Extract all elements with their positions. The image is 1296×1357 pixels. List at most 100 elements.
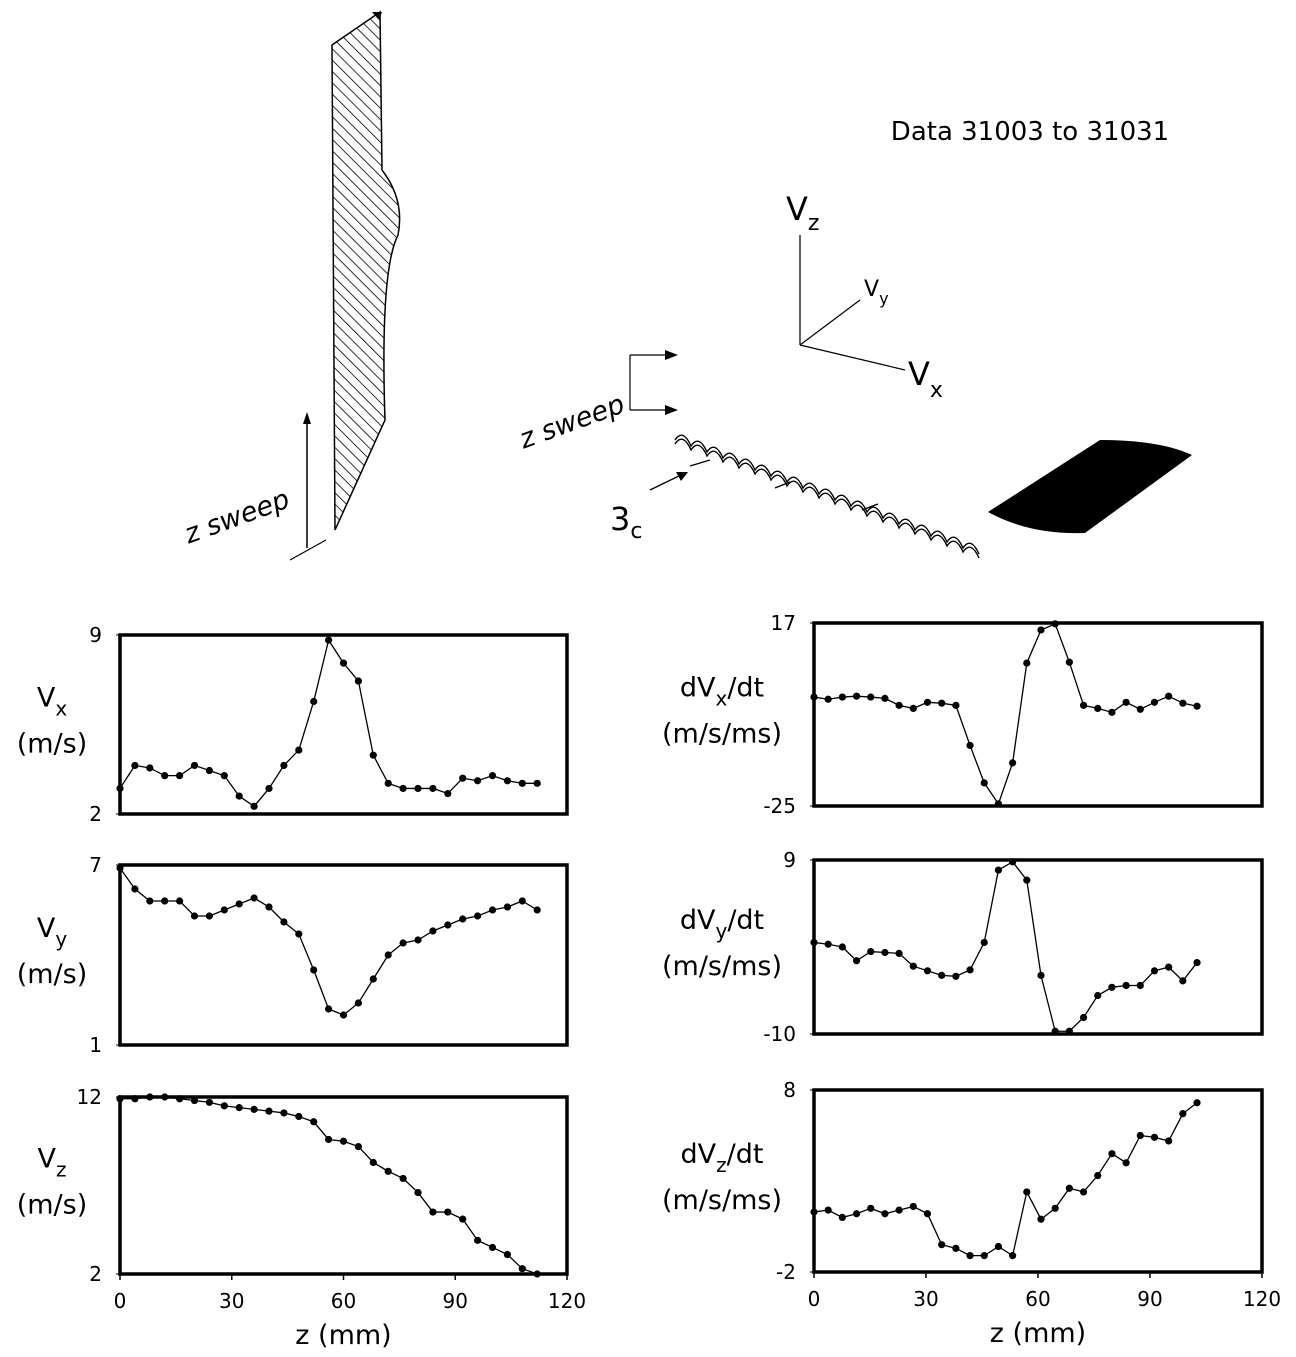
data-point	[938, 1241, 946, 1249]
data-point	[1009, 759, 1017, 767]
data-point	[1122, 698, 1130, 706]
data-point	[399, 784, 407, 793]
y-axis-label: Vz	[38, 1144, 67, 1182]
data-point	[235, 1104, 243, 1112]
data-point	[852, 957, 861, 965]
data-point	[190, 1096, 199, 1105]
data-point	[280, 1109, 288, 1117]
y-tick-label: 2	[89, 802, 102, 826]
y-tick-label: 9	[783, 848, 796, 872]
data-point	[1094, 704, 1102, 713]
data-point	[1037, 626, 1045, 634]
data-point	[1165, 692, 1173, 700]
data-point	[1009, 858, 1017, 866]
data-point	[384, 951, 392, 959]
data-point	[838, 693, 846, 701]
y-axis-label: Vx	[37, 683, 67, 721]
data-point	[1179, 1110, 1187, 1118]
sweep-tick	[289, 539, 327, 561]
data-point	[414, 936, 422, 944]
y-axis-label: dVz/dt	[681, 1139, 764, 1177]
wing	[988, 440, 1192, 534]
plot-frame	[118, 1095, 569, 1276]
data-point	[310, 966, 318, 974]
data-point	[369, 751, 377, 759]
data-point	[429, 784, 437, 793]
data-point	[810, 693, 818, 701]
y-label-part: V	[38, 1144, 57, 1175]
data-line	[813, 1102, 1198, 1257]
y-axis-unit: (m/s)	[17, 1190, 88, 1221]
data-point	[459, 915, 467, 923]
y-label-part: /dt	[727, 905, 764, 936]
data-point	[503, 1250, 511, 1259]
data-point	[852, 692, 861, 700]
data-point	[824, 695, 832, 703]
data-point	[280, 918, 288, 926]
data-point	[1122, 1159, 1130, 1167]
data-point	[895, 1206, 903, 1214]
y-label-part: z	[716, 1153, 727, 1177]
data-point	[994, 866, 1003, 874]
y-label-part: /dt	[727, 1139, 764, 1170]
data-point	[1051, 1027, 1059, 1035]
data-point	[220, 906, 228, 914]
data-point	[1150, 967, 1159, 975]
data-point	[146, 897, 154, 905]
data-point	[325, 1005, 333, 1013]
data-line	[120, 1096, 538, 1275]
axis-label: Vz	[786, 190, 819, 236]
data-point	[176, 772, 184, 780]
data-point	[1094, 991, 1102, 1000]
data-point	[1193, 702, 1201, 710]
arrow-head	[372, 12, 382, 20]
data-point	[220, 772, 228, 780]
data-point	[895, 701, 903, 709]
data-point	[280, 761, 288, 770]
data-point	[533, 906, 541, 914]
data-point	[1051, 1204, 1059, 1212]
x-axis-label: z (mm)	[295, 1320, 391, 1351]
data-point	[205, 1098, 213, 1106]
data-point	[205, 912, 213, 920]
x-tick-label: 0	[808, 1287, 821, 1311]
y-axis-unit: (m/s)	[17, 729, 88, 760]
data-point	[1150, 1133, 1159, 1141]
data-point	[444, 1208, 452, 1216]
data-point	[265, 903, 273, 911]
data-point	[1079, 701, 1088, 709]
x-tick-label: 60	[1025, 1287, 1050, 1311]
y-label-part: z	[56, 1158, 67, 1182]
data-point	[146, 1093, 154, 1101]
data-point	[176, 897, 184, 905]
y-tick-label: 8	[783, 1078, 796, 1102]
data-point	[923, 967, 932, 975]
data-point	[518, 1265, 526, 1273]
data-line	[119, 867, 538, 1016]
data-point	[116, 864, 124, 872]
data-point	[909, 1202, 917, 1211]
x-tick-label: 90	[1137, 1287, 1162, 1311]
data-point	[824, 1206, 832, 1214]
data-point	[923, 698, 932, 706]
y-tick-label: 7	[89, 853, 102, 877]
data-point	[474, 1236, 482, 1244]
wake-label: 3c	[610, 500, 642, 544]
data-point	[1108, 1150, 1116, 1158]
y-axis-unit: (m/s/ms)	[662, 951, 782, 982]
data-point	[161, 897, 169, 905]
y-label-part: dV	[680, 673, 716, 704]
data-point	[852, 1210, 861, 1218]
data-point	[994, 800, 1003, 808]
data-point	[952, 1244, 960, 1252]
y-tick-label: -25	[763, 794, 796, 818]
data-point	[429, 1208, 437, 1216]
data-point	[459, 774, 467, 782]
y-tick-label: 17	[771, 611, 796, 635]
data-point	[369, 975, 377, 983]
data-point	[1079, 1013, 1088, 1022]
data-point	[310, 1118, 318, 1126]
data-point	[518, 897, 526, 905]
data-point	[952, 701, 960, 709]
